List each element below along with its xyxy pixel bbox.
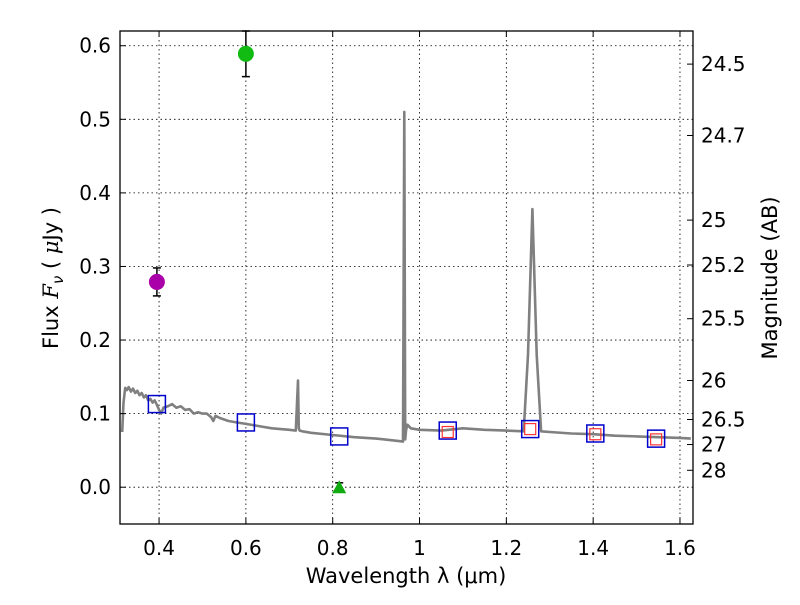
y-label-f: F [39,283,63,300]
x-tick-label: 1.6 [664,536,696,560]
model-band-square [329,427,349,446]
y-label-jy: Jy ) [39,207,63,243]
y-label-flux: Flux [39,299,63,349]
model-band-square [586,424,605,443]
observed-red-square [589,428,602,441]
model-band-square [147,394,167,414]
x-tick-label: 0.4 [143,536,175,560]
x-axis-label: Wavelength λ (μm) [306,564,507,588]
plot-frame [119,30,694,525]
y-tick-label: 0.3 [79,254,111,278]
model-band-square [438,421,457,440]
y-tick-label: 0.6 [79,34,111,58]
model-spectrum-line [120,110,691,443]
observed-layer [148,30,347,494]
y2-axis-label: Magnitude (AB) [758,196,782,359]
axis-ticks: 0.4 0.6 0.8 1 1.2 1.4 1.6 0.0 0.1 0.2 0.3 0.4 0.5 0.6… [79,31,746,560]
model-spectrum-layer [120,110,691,443]
y2-tick-label: 24.5 [701,52,746,76]
y-tick-label: 0.0 [79,475,111,499]
y-label-mu: μ [39,241,63,255]
y2-tick-label: 26 [701,369,726,393]
y2-tick-label: 25.2 [701,253,746,277]
x-tick-label: 1 [413,536,426,560]
model-band-square [520,419,540,439]
y-tick-label: 0.4 [79,181,111,205]
y2-tick-label: 25.5 [701,307,746,331]
x-tick-label: 1.2 [490,536,522,560]
observed-upper-limit [332,480,347,494]
model-band-square [646,429,666,448]
model-bands-layer [147,394,666,448]
y2-tick-label: 27 [701,433,726,457]
y-axis-label: Flux Fν ( μJy ) [39,207,67,349]
y2-tick-label: 24.7 [701,123,746,147]
y-tick-label: 0.2 [79,328,111,352]
observed-point [237,45,254,62]
grid [120,31,693,524]
observed-point [148,273,165,290]
observed-red-square [650,433,663,446]
observed-red-square [524,422,537,436]
x-tick-label: 1.4 [577,536,609,560]
x-tick-label: 0.6 [230,536,262,560]
x-tick-label: 0.8 [317,536,349,560]
y-label-nu: ν [49,276,67,284]
model-band-square [236,413,256,432]
observed-red-square [441,425,454,439]
y2-tick-label: 28 [701,458,726,482]
y-label-unit: ( [39,254,63,276]
y2-tick-label: 26.5 [701,408,746,432]
y2-tick-label: 25 [701,208,726,232]
y-tick-label: 0.1 [79,402,111,426]
y-tick-label: 0.5 [79,107,111,131]
